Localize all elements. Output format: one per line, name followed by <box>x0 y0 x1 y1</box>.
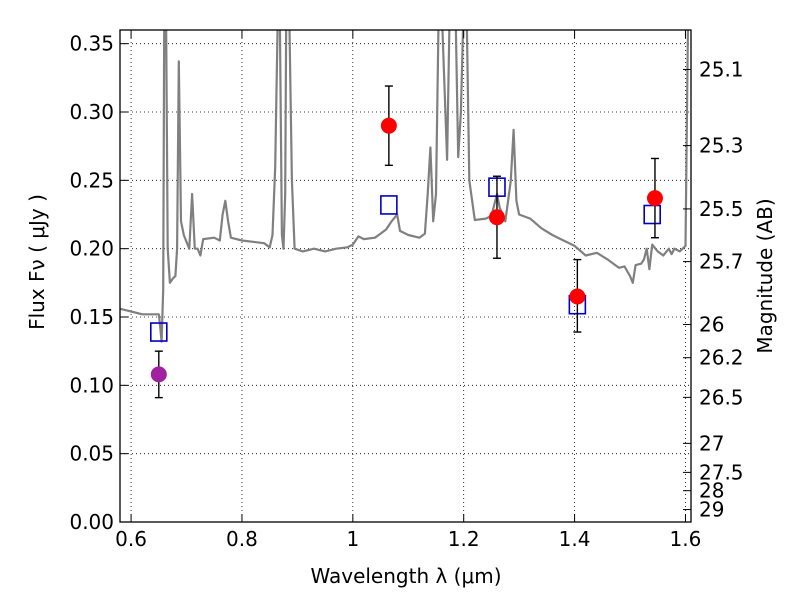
y2-tick-label: 29 <box>699 498 724 522</box>
data-point <box>646 190 663 207</box>
y-axis-title: Flux Fν ( μJy ) <box>25 194 49 330</box>
y2-tick-label: 27.5 <box>699 460 744 484</box>
y-tick-label: 0.25 <box>69 168 114 192</box>
ticks: 0.6 0.8 1 1.2 1.4 1.6 0.00 0.05 0.10 0.15 0.20 0.25… <box>69 30 744 551</box>
points-layer <box>150 85 663 399</box>
y2-tick-label: 25.5 <box>699 197 744 221</box>
data-point <box>569 288 586 305</box>
grid <box>120 30 691 522</box>
y-tick-label: 0.20 <box>69 237 114 261</box>
spectrum-layer <box>120 30 689 343</box>
model-square <box>643 204 661 225</box>
y-tick-label: 0.15 <box>69 305 114 329</box>
plot-frame <box>119 29 692 523</box>
y-tick-label: 0.35 <box>69 32 114 56</box>
data-point <box>488 209 505 226</box>
y-tick-label: 0.00 <box>69 510 114 534</box>
x-tick-label: 1.4 <box>559 527 591 551</box>
x-tick-label: 0.8 <box>226 527 258 551</box>
spectrum-line <box>120 30 689 343</box>
y2-tick-label: 26.5 <box>699 385 744 409</box>
y-tick-label: 0.05 <box>69 442 114 466</box>
y2-axis-title: Magnitude (AB) <box>753 198 777 353</box>
model-square <box>380 195 398 215</box>
x-tick-label: 0.6 <box>115 527 147 551</box>
x-tick-label: 1.6 <box>670 527 702 551</box>
y2-tick-label: 28 <box>699 479 724 503</box>
y2-tick-label: 27 <box>699 431 724 455</box>
y2-tick-label: 25.3 <box>699 134 744 158</box>
x-axis-title: Wavelength λ (μm) <box>310 564 501 588</box>
y-tick-label: 0.30 <box>69 100 114 124</box>
y2-tick-label: 25.7 <box>699 250 744 274</box>
x-tick-label: 1.2 <box>448 527 480 551</box>
y-tick-label: 0.10 <box>69 373 114 397</box>
data-point <box>380 117 397 134</box>
data-point <box>150 366 167 383</box>
y2-tick-label: 26 <box>699 312 724 336</box>
y2-tick-label: 25.1 <box>699 57 744 81</box>
model-square <box>150 322 168 342</box>
x-tick-label: 1 <box>346 527 359 551</box>
y2-tick-label: 26.2 <box>699 346 744 370</box>
